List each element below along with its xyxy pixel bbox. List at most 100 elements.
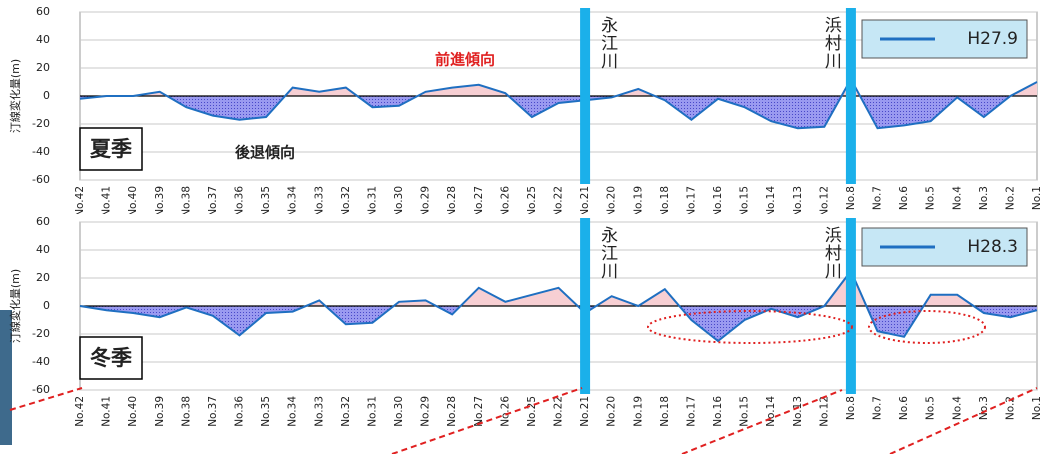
x-tick-label: No.15 xyxy=(739,186,751,217)
x-tick-label: No.7 xyxy=(872,186,884,210)
river-label: 永江川 xyxy=(597,16,618,70)
x-tick-label: No.18 xyxy=(659,396,671,427)
river-marker xyxy=(845,8,856,184)
highlight xyxy=(868,310,986,344)
x-tick-label: No.25 xyxy=(526,186,538,217)
x-tick-label: No.29 xyxy=(420,396,432,427)
x-tick-label: No.30 xyxy=(393,186,405,217)
x-tick-label: No.20 xyxy=(606,186,618,217)
x-tick-label: No.17 xyxy=(685,396,697,427)
x-tick-label: No.38 xyxy=(180,186,192,217)
x-tick-label: No.32 xyxy=(340,396,352,427)
x-tick-label: No.36 xyxy=(234,396,246,427)
y-tick-label: -20 xyxy=(32,327,50,340)
x-tick-label: No.22 xyxy=(553,186,565,217)
x-tick-label: No.39 xyxy=(154,186,166,217)
x-tick-label: No.15 xyxy=(739,396,751,427)
line xyxy=(79,269,1038,343)
x-tick-label: No.26 xyxy=(499,186,511,217)
x-labels: No.42 No.41 No.40 No.39 No.38 No.37 No.36 No.35… xyxy=(74,186,1043,217)
x-tick-label: No.41 xyxy=(101,396,113,427)
y-axis-label: 汀線変化量(m) xyxy=(8,269,22,343)
x-tick-label: No.5 xyxy=(925,396,937,420)
x-tick-label: No.14 xyxy=(765,186,777,217)
x-tick-label: No.34 xyxy=(287,186,299,217)
river-marker xyxy=(845,218,856,394)
y-tick-label: 40 xyxy=(36,243,50,256)
x-tick-label: No.3 xyxy=(978,186,990,210)
y-tick-label: 0 xyxy=(43,299,50,312)
x-tick-label: No.14 xyxy=(765,396,777,427)
x-tick-label: No.17 xyxy=(685,186,697,217)
x-tick-label: No.29 xyxy=(420,186,432,217)
legend: H28.3 xyxy=(861,227,1028,267)
y-tick-label: 60 xyxy=(36,215,50,228)
x-tick-label: No.36 xyxy=(234,186,246,217)
x-tick-label: No.18 xyxy=(659,186,671,217)
dashed-line xyxy=(681,389,843,454)
x-tick-label: No.4 xyxy=(951,186,963,210)
line xyxy=(79,77,1038,130)
annotation: 前進傾向 xyxy=(435,51,495,69)
season-box xyxy=(79,127,143,171)
dashed-line xyxy=(889,387,1038,454)
x-tick-label: No.37 xyxy=(207,186,219,217)
x-tick-label: No.31 xyxy=(366,396,378,427)
x-tick-label: No.8 xyxy=(845,396,857,420)
annotation: 後退傾向 xyxy=(234,144,295,162)
x-tick-label: No.32 xyxy=(340,186,352,217)
x-tick-label: No.41 xyxy=(101,186,113,217)
x-tick-label: No.40 xyxy=(127,396,139,427)
x-tick-label: No.2 xyxy=(1004,396,1016,420)
x-tick-label: No.33 xyxy=(313,396,325,427)
y-tick-label: 20 xyxy=(36,61,50,74)
river-label: 永江川 xyxy=(597,226,618,280)
x-tick-label: No.38 xyxy=(180,396,192,427)
dashed-line xyxy=(9,387,83,411)
x-tick-label: No.42 xyxy=(74,186,86,217)
x-tick-label: No.37 xyxy=(207,396,219,427)
river-marker xyxy=(580,218,591,394)
x-tick-label: No.13 xyxy=(792,186,804,217)
x-tick-label: No.40 xyxy=(127,186,139,217)
x-tick-label: No.30 xyxy=(393,396,405,427)
side-strip xyxy=(0,310,12,445)
dashed-line xyxy=(391,387,583,454)
x-tick-label: No.6 xyxy=(898,186,910,210)
x-tick-label: No.39 xyxy=(154,396,166,427)
x-tick-label: No.12 xyxy=(818,396,830,427)
x-tick-label: No.31 xyxy=(366,186,378,217)
legend: H27.9 xyxy=(861,19,1028,59)
x-tick-label: No.22 xyxy=(553,396,565,427)
x-tick-label: No.34 xyxy=(287,396,299,427)
legend-label: H28.3 xyxy=(967,237,1018,257)
x-tick-label: No.21 xyxy=(579,186,591,217)
x-tick-label: No.3 xyxy=(978,396,990,420)
x-tick-label: No.12 xyxy=(818,186,830,217)
x-tick-label: No.20 xyxy=(606,396,618,427)
y-tick-label: -20 xyxy=(32,117,50,130)
river-marker xyxy=(580,8,591,184)
x-tick-label: No.7 xyxy=(872,396,884,420)
x-tick-label: No.19 xyxy=(632,396,644,427)
x-tick-label: No.25 xyxy=(526,396,538,427)
y-tick-label: 20 xyxy=(36,271,50,284)
x-tick-label: No.2 xyxy=(1004,186,1016,210)
y-tick-label: 0 xyxy=(43,89,50,102)
x-tick-label: No.1 xyxy=(1031,186,1043,210)
x-tick-label: No.27 xyxy=(473,186,485,217)
x-labels: No.42 No.41 No.40 No.39 No.38 No.37 No.36 No.35… xyxy=(74,396,1043,427)
x-tick-label: No.28 xyxy=(446,396,458,427)
y-tick-label: -60 xyxy=(32,173,50,186)
x-tick-label: No.8 xyxy=(845,186,857,210)
river-label: 浜村川 xyxy=(821,16,842,70)
season-label: 冬季 xyxy=(90,346,132,370)
x-tick-label: No.16 xyxy=(712,186,724,217)
x-tick-label: No.13 xyxy=(792,396,804,427)
area-negative xyxy=(80,96,1037,129)
x-tick-label: No.5 xyxy=(925,186,937,210)
